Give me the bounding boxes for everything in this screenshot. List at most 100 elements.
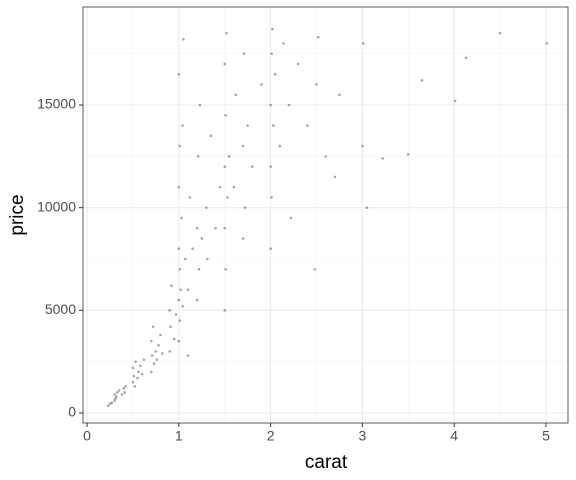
point xyxy=(406,152,410,156)
point xyxy=(159,333,162,337)
x-tick-label: 5 xyxy=(542,428,550,444)
point xyxy=(123,391,126,394)
point xyxy=(232,185,236,189)
point xyxy=(186,354,190,357)
x-tick-label: 3 xyxy=(358,428,366,444)
point xyxy=(140,372,144,376)
point xyxy=(224,267,227,271)
point xyxy=(242,52,246,55)
point xyxy=(134,360,137,363)
point xyxy=(317,35,320,39)
point xyxy=(214,226,217,230)
point xyxy=(170,284,173,287)
point xyxy=(136,376,139,380)
point xyxy=(381,157,384,160)
point xyxy=(168,309,171,312)
point xyxy=(234,93,238,97)
point xyxy=(306,124,309,127)
point xyxy=(132,374,136,378)
point xyxy=(172,337,176,341)
point xyxy=(269,247,272,251)
point xyxy=(149,339,153,343)
point xyxy=(195,298,199,302)
point xyxy=(218,185,222,189)
point xyxy=(246,124,249,127)
point xyxy=(243,206,247,209)
point xyxy=(333,175,337,179)
point xyxy=(149,370,153,374)
point xyxy=(224,113,227,117)
point xyxy=(114,397,117,400)
point xyxy=(138,364,142,368)
point xyxy=(133,385,137,388)
point xyxy=(209,134,213,138)
point xyxy=(122,387,126,390)
x-tick-label: 2 xyxy=(267,428,275,444)
y-axis-title: price xyxy=(7,194,28,235)
point xyxy=(116,391,119,394)
y-tick-label: 15000 xyxy=(37,96,76,112)
point xyxy=(269,103,272,107)
point xyxy=(183,257,187,261)
point xyxy=(197,267,201,271)
point xyxy=(223,309,227,312)
point xyxy=(269,165,272,168)
point xyxy=(200,237,204,240)
point xyxy=(420,79,424,82)
point xyxy=(150,354,154,357)
point xyxy=(226,196,229,199)
point xyxy=(181,304,184,308)
point xyxy=(154,350,158,353)
point xyxy=(289,216,293,220)
point xyxy=(498,31,502,35)
point xyxy=(545,42,549,45)
point xyxy=(186,288,190,292)
point xyxy=(315,83,318,86)
point xyxy=(287,103,291,107)
point xyxy=(131,366,135,370)
point xyxy=(365,206,369,209)
point xyxy=(228,155,231,158)
y-tick-label: 10000 xyxy=(37,198,76,214)
point xyxy=(195,226,199,230)
point xyxy=(182,37,185,41)
point xyxy=(152,362,156,366)
point xyxy=(272,124,275,127)
point xyxy=(177,247,181,251)
point xyxy=(223,62,227,66)
x-axis-title: carat xyxy=(305,452,348,473)
point xyxy=(225,31,228,35)
point xyxy=(181,124,184,127)
point xyxy=(296,62,300,66)
point xyxy=(270,52,273,55)
point xyxy=(250,165,254,168)
point xyxy=(278,144,282,148)
point xyxy=(273,72,277,76)
point xyxy=(106,404,110,408)
point xyxy=(338,93,341,97)
point xyxy=(115,395,118,398)
point xyxy=(241,237,245,240)
point xyxy=(191,247,194,251)
point xyxy=(260,83,263,86)
point xyxy=(188,196,192,199)
point xyxy=(113,393,116,396)
point xyxy=(169,325,172,329)
point xyxy=(362,42,365,45)
point xyxy=(178,319,182,322)
point xyxy=(151,325,155,329)
point xyxy=(223,165,227,168)
point xyxy=(223,226,227,230)
point xyxy=(161,352,164,355)
point xyxy=(198,103,202,107)
point xyxy=(174,313,178,316)
point xyxy=(177,72,181,76)
point xyxy=(178,267,182,271)
point xyxy=(361,144,364,148)
point xyxy=(177,339,181,343)
point xyxy=(177,298,181,302)
y-tick-label: 5000 xyxy=(45,301,76,317)
x-tick-label: 1 xyxy=(175,428,183,444)
x-tick-label: 0 xyxy=(83,428,91,444)
